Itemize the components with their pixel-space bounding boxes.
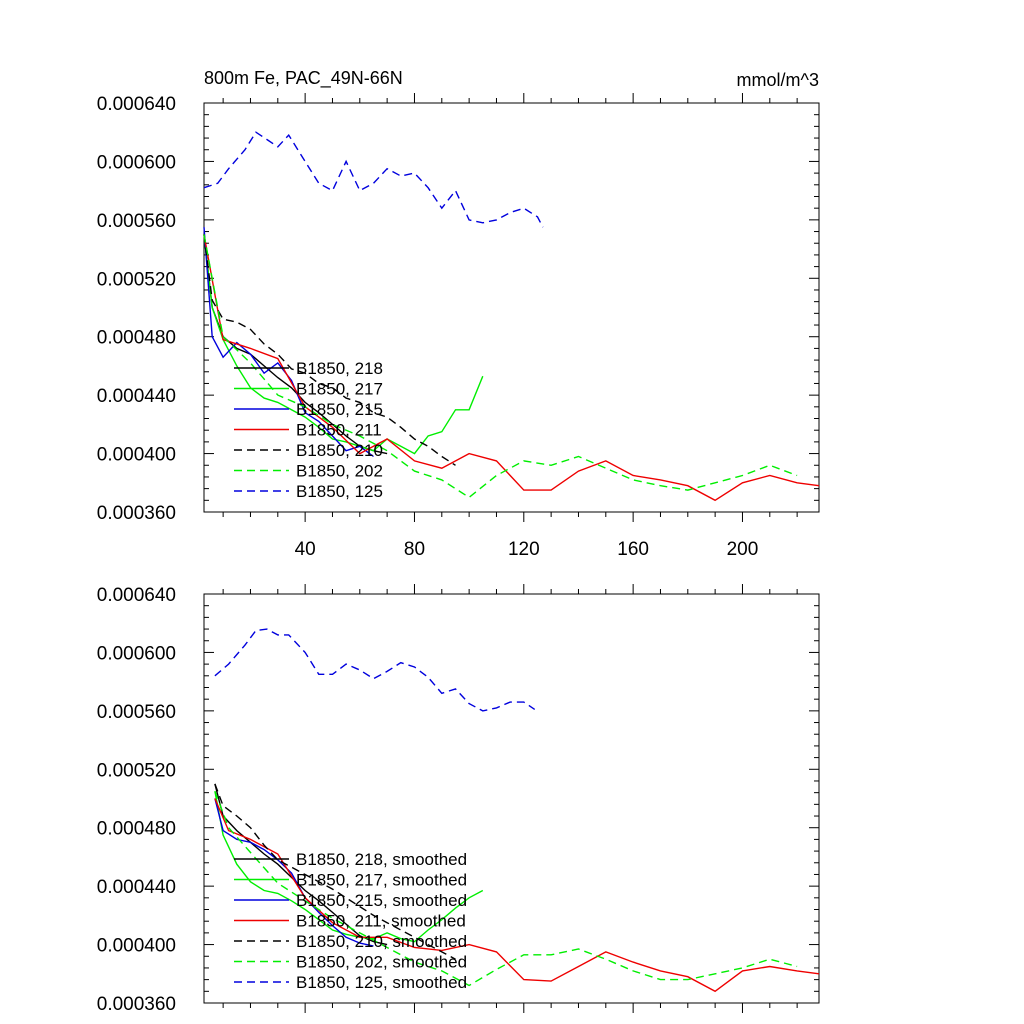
legend-label-0: B1850, 218 xyxy=(296,359,383,378)
series-line-6 xyxy=(214,628,536,712)
y-tick-label: 0.000360 xyxy=(97,503,176,524)
y-tick-label: 0.000640 xyxy=(97,585,176,606)
series-line-5 xyxy=(214,790,798,987)
series-line-1 xyxy=(203,234,484,455)
legend-label-3: B1850, 211 xyxy=(296,421,382,440)
legend-label-0: B1850, 218, smoothed xyxy=(296,850,467,869)
y-tick-label: 0.000400 xyxy=(97,936,176,957)
y-tick-label: 0.000440 xyxy=(97,877,176,898)
y-tick-label: 0.000480 xyxy=(97,328,176,349)
y-tick-label: 0.000640 xyxy=(97,94,176,115)
chart-units: mmol/m^3 xyxy=(737,70,819,90)
legend-label-1: B1850, 217, smoothed xyxy=(296,871,467,890)
y-tick-label: 0.000520 xyxy=(97,269,176,290)
series-line-2 xyxy=(214,798,374,947)
x-tick-label: 40 xyxy=(295,539,316,560)
bottom-panel: 0.000360 0.000400 0.000440 0.000480 0.000520… xyxy=(97,584,820,1015)
series-line-1 xyxy=(214,791,484,943)
y-tick-label: 0.000400 xyxy=(97,445,176,466)
plot-frame xyxy=(203,593,820,1004)
y-tick-label: 0.000480 xyxy=(97,819,176,840)
series-line-6 xyxy=(203,131,544,228)
legend-label-4: B1850, 210 xyxy=(296,441,383,460)
legend-label-1: B1850, 217 xyxy=(296,380,383,399)
series-line-4 xyxy=(214,783,456,960)
y-tick-label: 0.000560 xyxy=(97,702,176,723)
legend-label-2: B1850, 215, smoothed xyxy=(296,891,467,910)
y-tick-label: 0.000560 xyxy=(97,211,176,232)
legend-label-2: B1850, 215 xyxy=(296,400,383,419)
series-line-5 xyxy=(203,234,798,499)
legend-label-4: B1850, 210, smoothed xyxy=(296,932,467,951)
y-tick-label: 0.000520 xyxy=(97,760,176,781)
y-tick-label: 0.000600 xyxy=(97,643,176,664)
legend-label-6: B1850, 125, smoothed xyxy=(296,973,467,992)
x-tick-label: 80 xyxy=(404,539,425,560)
series-line-3 xyxy=(214,798,820,993)
y-tick-label: 0.000360 xyxy=(97,994,176,1015)
legend-label-6: B1850, 125 xyxy=(296,482,383,501)
x-tick-label: 120 xyxy=(508,539,540,560)
x-tick-label: 160 xyxy=(617,539,649,560)
chart-title: 800m Fe, PAC_49N-66N xyxy=(204,68,403,89)
top-panel: 0.000360 0.000400 0.000440 0.000480 0.000520… xyxy=(97,93,820,560)
plot-frame xyxy=(203,102,820,513)
y-tick-label: 0.000440 xyxy=(97,386,176,407)
legend-label-5: B1850, 202, smoothed xyxy=(296,953,467,972)
series-line-3 xyxy=(203,234,820,502)
series-line-4 xyxy=(203,234,456,466)
legend-label-3: B1850, 211, smoothed xyxy=(296,912,466,931)
legend-label-5: B1850, 202 xyxy=(296,462,383,481)
y-tick-label: 0.000600 xyxy=(97,152,176,173)
x-tick-label: 200 xyxy=(727,539,759,560)
